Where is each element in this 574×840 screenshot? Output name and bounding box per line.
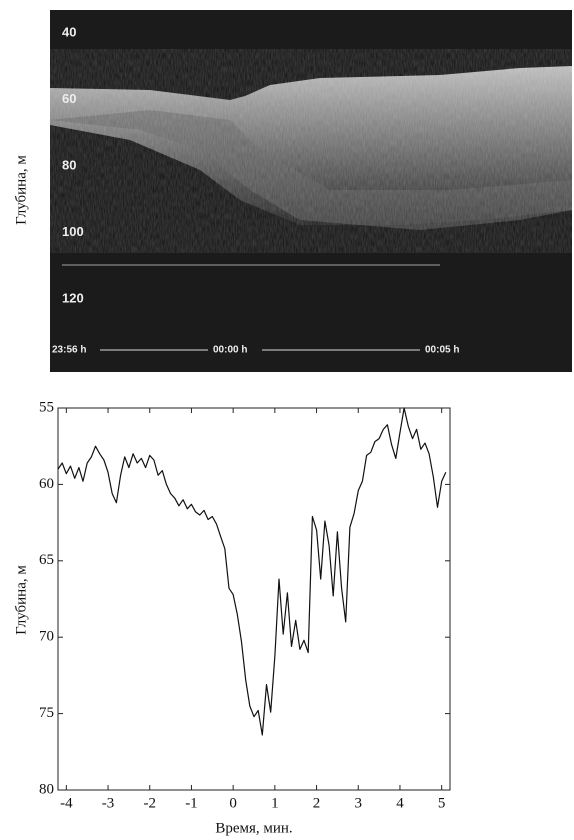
- x-tick-label: 0: [229, 795, 237, 811]
- x-tick-label: 1: [271, 795, 279, 811]
- depth-label: 40: [62, 25, 76, 40]
- x-tick-label: 3: [355, 795, 363, 811]
- y-tick-label: 80: [39, 781, 54, 797]
- depth-line: [57, 407, 447, 736]
- time-label: 23:56 h: [52, 345, 86, 356]
- plot-frame: [57, 407, 451, 791]
- depth-label: 100: [62, 224, 84, 239]
- x-tick-label: -2: [143, 795, 156, 811]
- y-tick-label: 75: [39, 705, 54, 721]
- y-tick-label: 60: [39, 476, 54, 492]
- x-tick-label: -1: [185, 795, 198, 811]
- depth-label: 80: [62, 158, 76, 173]
- time-label: 00:00 h: [213, 345, 247, 356]
- y-axis-title: Глубина, м: [13, 565, 29, 635]
- x-tick-label: 2: [313, 795, 321, 811]
- x-tick-label: 4: [396, 795, 404, 811]
- y-axis-title: Глубина, м: [13, 155, 29, 225]
- y-tick-label: 70: [39, 629, 54, 645]
- x-axis-title: Время, мин.: [215, 820, 292, 836]
- depth-label: 120: [62, 290, 84, 305]
- y-tick-label: 55: [39, 399, 54, 415]
- y-tick-label: 65: [39, 552, 54, 568]
- echogram-image: [50, 10, 572, 372]
- depth-label: 60: [62, 91, 76, 106]
- x-tick-label: 5: [438, 795, 446, 811]
- x-tick-label: -3: [102, 795, 115, 811]
- time-label: 00:05 h: [425, 345, 459, 356]
- x-tick-label: -4: [60, 795, 73, 811]
